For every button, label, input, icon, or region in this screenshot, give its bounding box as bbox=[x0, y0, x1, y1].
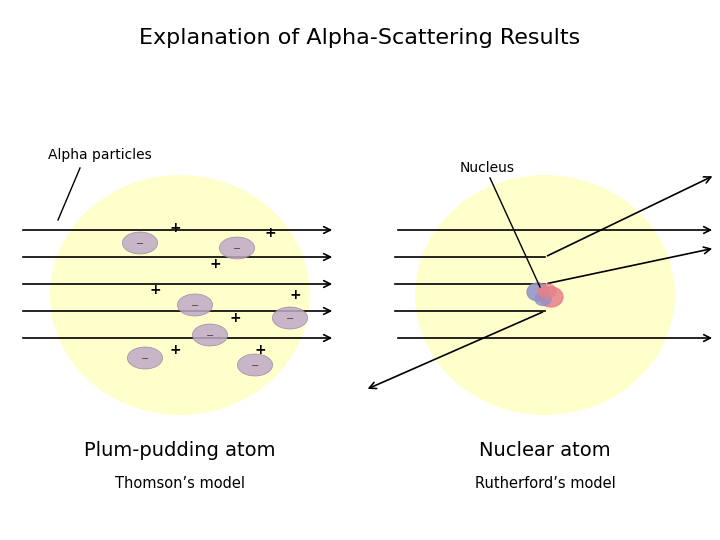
Ellipse shape bbox=[220, 237, 255, 259]
Ellipse shape bbox=[177, 294, 212, 316]
Ellipse shape bbox=[527, 283, 549, 301]
Ellipse shape bbox=[50, 175, 310, 415]
Text: Plum-pudding atom: Plum-pudding atom bbox=[84, 441, 276, 460]
Text: −: − bbox=[251, 361, 259, 371]
Text: −: − bbox=[191, 301, 199, 311]
Text: Alpha particles: Alpha particles bbox=[48, 148, 152, 162]
Text: +: + bbox=[149, 283, 161, 297]
Ellipse shape bbox=[272, 307, 307, 329]
Ellipse shape bbox=[539, 287, 563, 307]
Ellipse shape bbox=[538, 284, 556, 298]
Text: +: + bbox=[264, 226, 276, 240]
Ellipse shape bbox=[415, 175, 675, 415]
Ellipse shape bbox=[122, 232, 158, 254]
Text: −: − bbox=[141, 354, 149, 364]
Text: −: − bbox=[233, 244, 241, 254]
Text: −: − bbox=[136, 239, 144, 249]
Text: +: + bbox=[210, 257, 221, 271]
Text: Explanation of Alpha-Scattering Results: Explanation of Alpha-Scattering Results bbox=[140, 28, 580, 48]
Text: −: − bbox=[206, 331, 214, 341]
Text: +: + bbox=[169, 343, 181, 357]
Text: Nuclear atom: Nuclear atom bbox=[480, 441, 611, 460]
Ellipse shape bbox=[238, 354, 273, 376]
Text: −: − bbox=[286, 314, 294, 324]
Text: +: + bbox=[289, 288, 301, 302]
Text: +: + bbox=[254, 343, 266, 357]
Ellipse shape bbox=[535, 293, 551, 306]
Ellipse shape bbox=[127, 347, 163, 369]
Text: +: + bbox=[229, 311, 240, 325]
Text: +: + bbox=[169, 221, 181, 235]
Ellipse shape bbox=[192, 324, 228, 346]
Text: Thomson’s model: Thomson’s model bbox=[115, 476, 245, 490]
Text: Nucleus: Nucleus bbox=[460, 161, 515, 175]
Text: Rutherford’s model: Rutherford’s model bbox=[474, 476, 616, 490]
